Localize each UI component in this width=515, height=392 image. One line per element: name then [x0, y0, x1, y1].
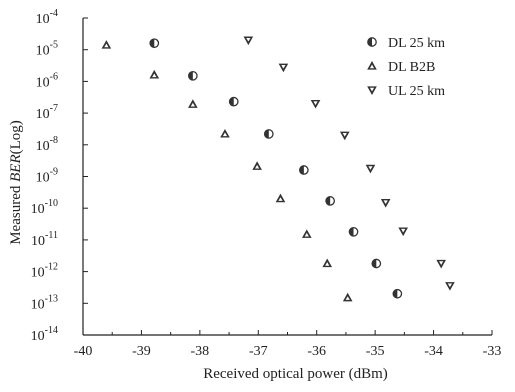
y-axis-label-italic: BER [8, 154, 24, 182]
y-tick-label: 10-12 [31, 262, 58, 281]
data-point [243, 36, 254, 46]
data-point [371, 258, 382, 269]
y-tick-exponent: -8 [50, 135, 58, 146]
y-tick-label: 10-9 [36, 167, 58, 186]
y-tick-exponent: -4 [50, 8, 58, 19]
y-tick-label: 10-8 [36, 135, 58, 154]
legend-label: DL 25 km [388, 36, 445, 51]
legend-marker [367, 86, 377, 95]
data-point [263, 129, 274, 139]
data-point [365, 164, 376, 174]
x-tick-label: -35 [366, 344, 385, 359]
y-tick-base: 10 [31, 202, 45, 217]
x-tick-label: -38 [191, 344, 210, 359]
data-point [299, 165, 309, 175]
y-tick-label: 10-14 [31, 325, 58, 344]
x-tick-label: -37 [249, 344, 268, 359]
data-point [310, 99, 321, 109]
data-point [325, 196, 336, 206]
y-tick-base: 10 [36, 75, 50, 90]
x-tick-label: -40 [74, 344, 93, 359]
series-dl-25-km [149, 38, 403, 299]
legend-marker [367, 37, 377, 47]
y-tick-base: 10 [31, 266, 45, 281]
data-point [252, 161, 262, 170]
data-marks [101, 36, 455, 302]
x-tick-label: -34 [424, 344, 443, 359]
y-axis-label-suffix: (Log) [8, 120, 24, 154]
y-tick-label: 10-5 [36, 40, 58, 59]
y-tick-label: 10-6 [36, 71, 58, 90]
legend-label: DL B2B [388, 60, 435, 75]
data-point [445, 282, 455, 291]
data-point [220, 128, 230, 138]
data-point [149, 38, 160, 49]
x-axis-label: Received optical power (dBm) [203, 366, 388, 382]
legend-label: UL 25 km [388, 84, 445, 99]
y-tick-label: 10-11 [31, 230, 58, 249]
y-tick-exponent: -10 [45, 198, 58, 209]
data-point [380, 199, 391, 208]
data-point [228, 96, 239, 107]
y-tick-exponent: -12 [45, 262, 58, 273]
y-axis-label: Measured BER(Log) [8, 120, 24, 245]
data-point [392, 288, 403, 299]
x-tick-label: -39 [132, 344, 151, 359]
y-tick-exponent: -7 [50, 103, 58, 114]
y-tick-exponent: -9 [50, 167, 58, 178]
y-tick-base: 10 [31, 329, 45, 344]
tick-layer: -40 -39 -38 -37 -36 -35 -34 -3310-410-510-610-7… [31, 8, 502, 359]
y-tick-base: 10 [36, 107, 50, 122]
data-point [188, 99, 198, 108]
y-tick-exponent: -14 [45, 325, 58, 336]
data-point [187, 70, 198, 81]
y-tick-exponent: -11 [45, 230, 58, 241]
legend: DL 25 km DL B2B UL 25 km [367, 36, 445, 99]
y-tick-label: 10-13 [31, 293, 58, 312]
y-tick-base: 10 [36, 44, 50, 59]
data-point [398, 227, 408, 237]
legend-marker [367, 61, 377, 70]
data-point [342, 292, 353, 302]
data-point [348, 226, 359, 237]
data-point [301, 229, 312, 238]
y-tick-exponent: -6 [50, 71, 58, 82]
y-tick-exponent: -5 [50, 40, 58, 51]
y-tick-base: 10 [31, 234, 45, 249]
series-dl-b2b [101, 40, 353, 302]
y-tick-exponent: -13 [45, 293, 58, 304]
y-tick-base: 10 [36, 171, 50, 186]
data-point [149, 69, 160, 79]
y-tick-base: 10 [36, 139, 50, 154]
data-point [322, 258, 333, 268]
series-ul-25-km [243, 36, 455, 291]
data-point [436, 259, 446, 269]
y-tick-label: 10-7 [36, 103, 58, 122]
data-point [339, 131, 350, 141]
y-tick-label: 10-4 [36, 8, 58, 27]
y-tick-base: 10 [36, 12, 50, 27]
x-tick-label: -33 [483, 344, 502, 359]
y-tick-base: 10 [31, 297, 45, 312]
y-axis-label-prefix: Measured [8, 182, 24, 245]
data-point [275, 193, 286, 203]
data-point [101, 40, 112, 49]
y-tick-label: 10-10 [31, 198, 58, 217]
x-tick-label: -36 [307, 344, 326, 359]
data-point [278, 63, 289, 73]
